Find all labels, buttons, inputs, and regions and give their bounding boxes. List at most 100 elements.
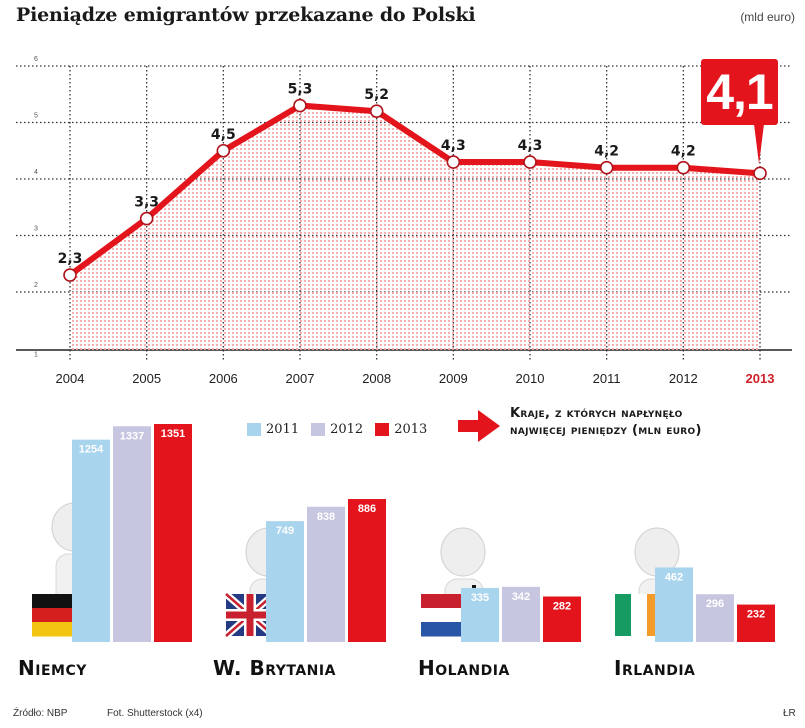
bar-section-heading: Kraje, z których napłynęło najwięcej pie…: [510, 405, 702, 439]
data-label: 4,3: [441, 138, 466, 154]
data-label: 3,3: [134, 195, 159, 211]
y-tick-label: 4: [34, 169, 38, 176]
bar-value-label: 296: [706, 598, 724, 610]
bar-chart: 1254 749 335 462 1337 838 342 296 1351 886 282 232: [32, 424, 775, 642]
x-tick-label: 2013: [746, 371, 775, 386]
legend-label: 2012: [330, 422, 364, 437]
bar-2013: [348, 499, 386, 642]
x-tick-label: 2007: [286, 371, 315, 386]
bar-2012: [307, 506, 345, 642]
latest-value-callout: 4,1: [701, 59, 778, 125]
y-tick-label: 3: [34, 226, 38, 233]
x-tick-label: 2009: [439, 371, 468, 386]
data-label: 4,2: [594, 144, 619, 160]
country-label-irlandia: Irlandia: [614, 656, 696, 680]
bar-legend: 2011 2012 2013: [247, 422, 439, 437]
data-point: [523, 155, 537, 169]
legend-swatch-2013: [375, 423, 390, 436]
bar-heading-line1: Kraje, z których napłynęło: [510, 406, 683, 421]
bar-2013: [543, 596, 581, 642]
y-tick-label: 2: [34, 282, 38, 289]
netherlands-flag-icon: [421, 594, 469, 637]
x-tick-label: 2012: [669, 371, 698, 386]
flag-stripe: [32, 622, 80, 637]
bar-value-label: 282: [553, 600, 571, 612]
flag-cross-red: [226, 611, 274, 619]
country-label-w-brytania: W. Brytania: [213, 656, 336, 680]
bar-value-label: 838: [317, 511, 335, 523]
legend-swatch-2012: [311, 423, 326, 436]
bar-2011: [266, 521, 304, 642]
flag-stripe: [615, 594, 632, 636]
data-point: [446, 155, 461, 169]
legend-item-2012: 2012: [311, 422, 363, 437]
data-label: 4,2: [671, 144, 696, 160]
bar-value-label: 749: [276, 525, 294, 537]
bar-value-label: 462: [665, 571, 683, 583]
bar-value-label: 1351: [161, 428, 185, 440]
flag-stripe: [421, 622, 469, 637]
line-chart: 1 2 3 4 5 6 2,3 3,3 4,5 5,3 5,2 4,3 4,3 4,2 4,2 2004 2…: [16, 56, 792, 386]
legend-item-2013: 2013: [375, 422, 427, 437]
x-tick-label: 2004: [56, 371, 85, 386]
bar-2012: [113, 426, 151, 642]
bar-2013: [154, 424, 192, 642]
figure-head: [440, 527, 486, 577]
legend-swatch-2011: [247, 423, 261, 436]
series-line: [67, 102, 763, 279]
x-tick-label: 2006: [209, 371, 238, 386]
unit-label: (mld euro): [740, 10, 795, 24]
legend-label: 2011: [266, 422, 300, 437]
country-label-holandia: Holandia: [418, 656, 510, 680]
area-fill: [70, 105, 760, 350]
chart-title: Pieniądze emigrantów przekazane do Polsk…: [16, 4, 476, 26]
photo-credit: Fot. Shutterstock (x4): [107, 708, 203, 719]
flag-stripe: [631, 594, 648, 636]
bar-value-label: 335: [471, 592, 489, 604]
x-tick-label: 2008: [362, 371, 391, 386]
bar-value-label: 886: [358, 503, 376, 515]
bar-value-label: 1337: [120, 430, 144, 442]
data-point: [139, 211, 154, 226]
data-point: [293, 98, 307, 113]
flag-stripe: [421, 594, 469, 609]
bar-2011: [72, 439, 110, 642]
bar-2012: [502, 586, 540, 642]
germany-flag-icon: [32, 594, 80, 637]
flag-stripe: [32, 608, 80, 623]
bar-value-label: 1254: [79, 444, 104, 456]
data-point: [63, 268, 77, 282]
bar-2012: [696, 594, 734, 642]
bar-value-label: 342: [512, 591, 530, 603]
x-tick-label: 2005: [132, 371, 161, 386]
arrow-right-icon: [458, 410, 500, 442]
callout-pointer: [754, 124, 764, 164]
y-tick-label: 6: [34, 56, 38, 63]
country-label-niemcy: Niemcy: [18, 656, 87, 680]
flag-stripe: [421, 608, 469, 623]
bar-2013: [737, 604, 775, 642]
data-label: 4,3: [518, 138, 543, 154]
data-point: [369, 104, 384, 118]
author-initials: ŁR: [783, 708, 796, 719]
data-point: [216, 143, 231, 158]
x-tick-label: 2010: [516, 371, 545, 386]
legend-label: 2013: [394, 422, 428, 437]
data-label: 2,3: [58, 251, 83, 267]
bar-2011: [461, 587, 499, 642]
legend-item-2011: 2011: [247, 422, 299, 437]
source-note: Źródło: NBP: [13, 708, 68, 719]
bar-heading-line2: najwięcej pieniędzy (mln euro): [510, 423, 702, 438]
y-tick-label: 1: [34, 352, 38, 359]
data-point: [753, 166, 767, 181]
data-point: [676, 160, 691, 175]
data-label: 4,5: [211, 127, 236, 143]
data-point: [599, 160, 614, 175]
flag-stripe: [32, 594, 80, 609]
y-tick-label: 5: [34, 113, 38, 120]
x-tick-label: 2011: [593, 371, 621, 386]
bar-value-label: 232: [747, 609, 765, 621]
data-label: 5,2: [364, 87, 389, 103]
data-label: 5,3: [288, 82, 313, 98]
bar-2011: [655, 567, 693, 642]
